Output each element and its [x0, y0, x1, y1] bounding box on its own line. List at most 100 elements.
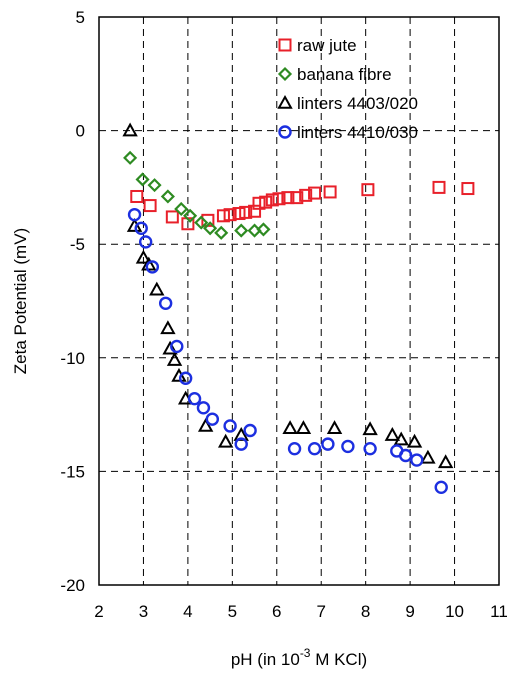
x-axis-title-main: pH (in 10 — [231, 650, 300, 669]
data-point-triangle — [384, 426, 401, 441]
data-point-square — [130, 189, 144, 203]
legend-label: linters 4403/020 — [297, 94, 418, 113]
data-point-square — [223, 208, 237, 222]
data-point-triangle — [171, 367, 187, 382]
x-tick-label: 7 — [316, 602, 325, 621]
y-tick-label: -15 — [60, 462, 85, 481]
legend-entry: linters 4410/030 — [278, 123, 418, 142]
data-point-triangle — [122, 122, 138, 137]
data-point-triangle — [135, 249, 152, 264]
data-point-triangle — [162, 340, 178, 355]
legend-entry: linters 4403/020 — [277, 94, 418, 113]
legend-label: banana fibre — [297, 65, 392, 84]
data-point-circle — [341, 439, 355, 454]
x-tick-label: 6 — [272, 602, 281, 621]
data-point-circle — [287, 441, 302, 456]
y-tick-label: 0 — [76, 122, 85, 141]
data-point-diamond — [147, 178, 162, 193]
data-point-triangle — [406, 433, 423, 448]
data-point-circle — [410, 453, 424, 467]
data-point-triangle — [233, 426, 249, 441]
data-point-circle — [398, 448, 413, 463]
data-point-square — [259, 195, 273, 209]
data-point-square — [432, 180, 446, 194]
data-point-circle — [158, 296, 173, 310]
data-point-square — [299, 188, 313, 202]
x-axis-title-unit: M KCl) — [310, 650, 367, 669]
data-point-circle — [170, 339, 184, 354]
tick-labels: 2 3 4 5 6 7 8 9 10 11 -20 -15 -10 -5 0 5 — [60, 8, 507, 621]
y-tick-label: 5 — [76, 8, 85, 27]
plot-frame — [98, 16, 500, 586]
data-point-diamond — [123, 150, 138, 165]
data-point-circle — [321, 437, 335, 451]
y-tick-label: -20 — [60, 576, 85, 595]
data-point-diamond — [194, 215, 209, 230]
x-tick-label: 2 — [94, 602, 103, 621]
data-point-square — [272, 192, 286, 206]
x-axis-title: pH (in 10-3 M KCl) — [231, 646, 367, 669]
data-point-diamond — [256, 222, 271, 237]
data-point-circle — [196, 401, 211, 415]
data-point-triangle — [326, 420, 343, 435]
data-point-circle — [127, 207, 142, 222]
data-point-square — [290, 191, 304, 205]
data-point-diamond — [214, 225, 229, 240]
data-points — [122, 122, 475, 495]
x-axis-title-exponent: -3 — [300, 646, 311, 660]
x-tick-label: 10 — [445, 602, 464, 621]
data-point-square — [239, 205, 253, 219]
data-point-triangle — [420, 449, 436, 464]
data-point-triangle — [126, 217, 143, 232]
series-square — [130, 180, 475, 231]
data-point-square — [281, 191, 295, 205]
data-point-square — [143, 199, 157, 213]
data-point-square — [265, 193, 279, 207]
data-point-diamond — [174, 201, 189, 217]
data-point-circle — [205, 412, 220, 426]
x-tick-label: 8 — [361, 602, 370, 621]
data-point-square — [248, 204, 262, 218]
data-point-diamond — [203, 221, 218, 236]
data-point-circle — [138, 235, 153, 249]
data-point-diamond — [183, 208, 198, 223]
data-point-triangle — [437, 454, 454, 469]
data-point-square — [232, 207, 246, 221]
legend-entry: banana fibre — [277, 65, 392, 84]
y-tick-label: -10 — [60, 349, 85, 368]
x-tick-label: 5 — [228, 602, 237, 621]
data-point-triangle — [217, 433, 234, 448]
legend-label: linters 4410/030 — [297, 123, 418, 142]
x-tick-label: 4 — [183, 602, 192, 621]
data-point-triangle — [166, 352, 183, 366]
data-point-triangle — [197, 417, 214, 432]
data-point-circle — [134, 221, 148, 235]
data-point-triangle — [160, 320, 176, 335]
data-point-square — [461, 182, 475, 196]
data-point-circle — [187, 391, 202, 406]
legend: raw jute banana fibre linters 4403/020 lint… — [277, 36, 418, 142]
data-point-square — [216, 209, 230, 223]
x-tick-label: 3 — [139, 602, 148, 621]
data-point-square — [361, 183, 375, 197]
x-tick-label: 11 — [490, 602, 508, 621]
data-point-square — [323, 185, 337, 199]
y-tick-label: -5 — [70, 235, 85, 254]
data-point-diamond — [135, 172, 150, 187]
data-point-circle — [223, 419, 237, 433]
legend-label: raw jute — [297, 36, 357, 55]
data-point-circle — [307, 441, 322, 456]
legend-marker-diamond — [277, 66, 293, 82]
x-tick-label: 9 — [405, 602, 414, 621]
data-point-diamond — [234, 223, 249, 238]
data-point-triangle — [295, 420, 312, 435]
data-point-diamond — [160, 189, 175, 204]
legend-marker-triangle — [277, 94, 293, 109]
data-point-triangle — [282, 420, 298, 435]
data-point-circle — [434, 480, 448, 495]
data-point-circle — [178, 371, 193, 385]
data-point-circle — [243, 423, 257, 438]
data-point-circle — [363, 441, 377, 456]
legend-entry: raw jute — [278, 36, 357, 55]
